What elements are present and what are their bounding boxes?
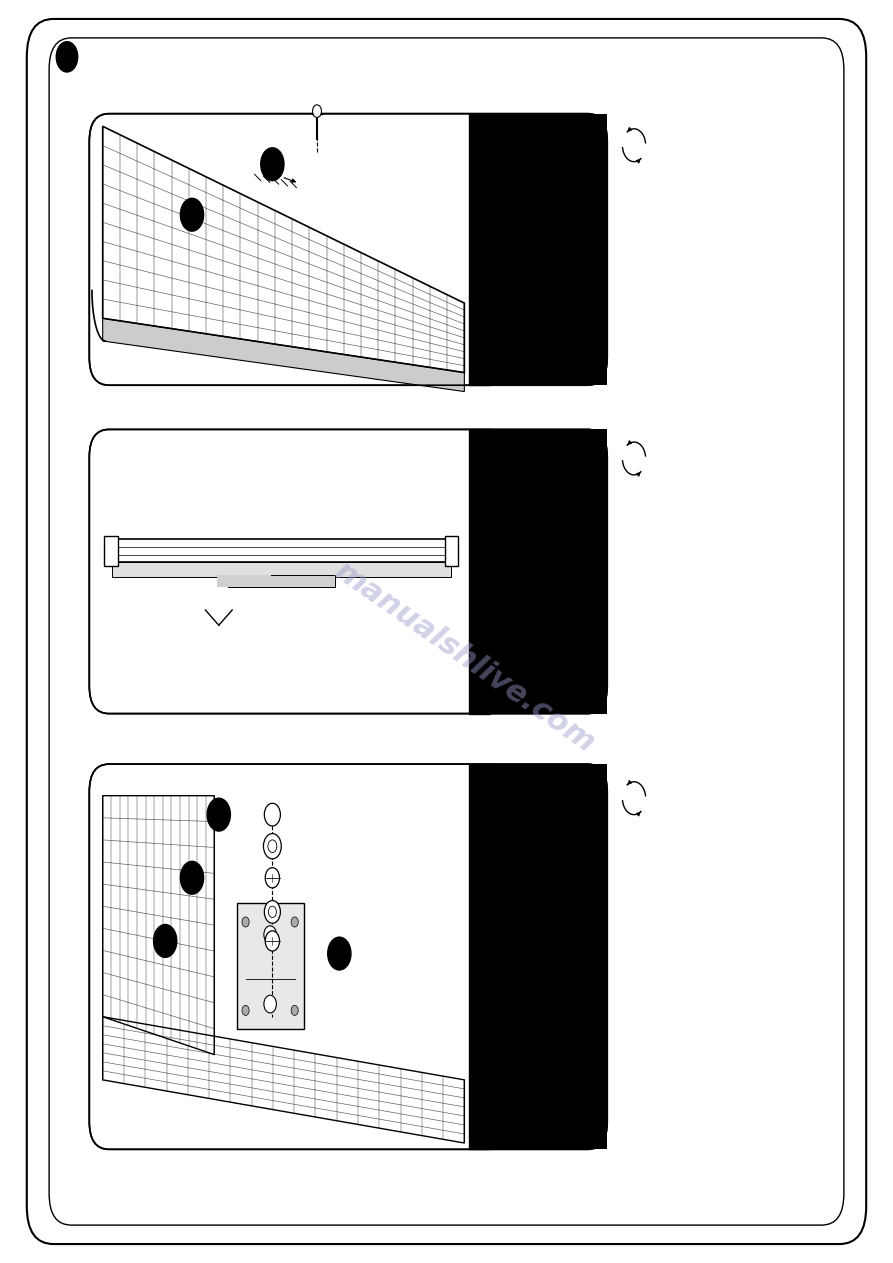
Circle shape (313, 105, 321, 117)
Circle shape (242, 1005, 249, 1015)
FancyBboxPatch shape (89, 429, 607, 714)
Circle shape (154, 925, 177, 957)
Circle shape (263, 834, 281, 859)
Circle shape (265, 931, 280, 951)
FancyBboxPatch shape (89, 764, 607, 1149)
Circle shape (180, 198, 204, 231)
Circle shape (264, 803, 280, 826)
FancyBboxPatch shape (89, 114, 607, 385)
Circle shape (56, 42, 78, 72)
Circle shape (268, 907, 277, 917)
Circle shape (207, 798, 230, 831)
Polygon shape (469, 764, 489, 1149)
Bar (469, 764, 607, 1149)
Circle shape (261, 148, 284, 181)
Bar (104, 536, 118, 566)
Circle shape (268, 840, 277, 853)
Circle shape (180, 861, 204, 894)
Polygon shape (103, 126, 464, 373)
Bar (112, 539, 451, 562)
Bar (217, 575, 271, 587)
Bar (469, 114, 607, 385)
Bar (237, 903, 304, 1029)
Polygon shape (103, 796, 214, 1055)
FancyBboxPatch shape (49, 38, 844, 1225)
Circle shape (291, 1005, 298, 1015)
Circle shape (265, 868, 280, 888)
Polygon shape (469, 429, 489, 714)
Polygon shape (103, 318, 464, 392)
FancyBboxPatch shape (27, 19, 866, 1244)
Text: manualshlive.com: manualshlive.com (329, 556, 600, 758)
Bar (112, 562, 451, 577)
Circle shape (263, 926, 276, 943)
Bar (228, 575, 335, 587)
Circle shape (328, 937, 351, 970)
Circle shape (263, 995, 276, 1013)
Circle shape (291, 917, 298, 927)
Bar (445, 536, 458, 566)
Circle shape (264, 901, 280, 923)
Polygon shape (103, 1017, 464, 1143)
Circle shape (242, 917, 249, 927)
Bar (469, 429, 607, 714)
Polygon shape (469, 114, 489, 385)
